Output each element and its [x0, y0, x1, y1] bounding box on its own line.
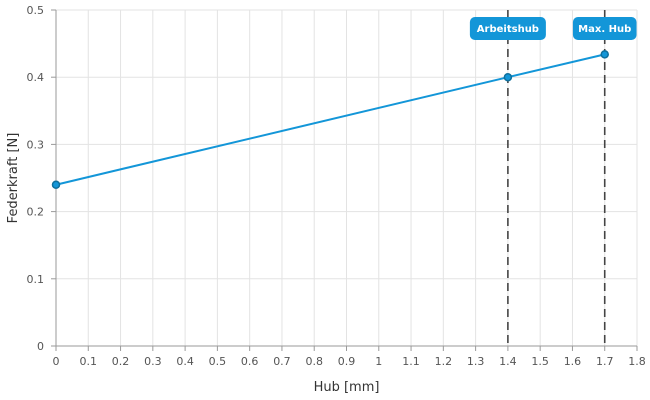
y-tick-label: 0 [37, 340, 44, 353]
x-tick-label: 1.1 [402, 355, 420, 368]
x-tick-label: 1.6 [564, 355, 582, 368]
x-tick-label: 0 [53, 355, 60, 368]
x-tick-label: 1.2 [435, 355, 453, 368]
y-tick-label: 0.5 [27, 4, 45, 17]
marker-badge [469, 17, 546, 40]
data-point [503, 72, 513, 82]
y-tick-label: 0.2 [27, 206, 45, 219]
x-tick-label: 1.5 [531, 355, 549, 368]
y-axis-title: Federkraft [N] [6, 133, 21, 224]
stroke-marker: Arbeitshub [469, 10, 546, 346]
x-tick-label: 0.6 [241, 355, 259, 368]
tick-labels: 0 0.1 0.2 0.3 0.4 0.5 0.6 0.7 0.8 0.9 1 1.1 1.2 1.3 1.… [27, 4, 646, 368]
y-tick-label: 0.1 [27, 273, 45, 286]
x-tick-label: 0.8 [305, 355, 323, 368]
axes [51, 9, 638, 351]
x-tick-label: 1.3 [467, 355, 485, 368]
marker-badge-label: Arbeitshub [477, 24, 539, 35]
x-tick-label: 1.4 [499, 355, 517, 368]
x-tick-label: 0.2 [112, 355, 130, 368]
series [51, 50, 609, 189]
x-tick-label: 1 [375, 355, 382, 368]
x-tick-label: 0.1 [80, 355, 98, 368]
x-tick-label: 0.9 [338, 355, 356, 368]
x-tick-label: 1.7 [596, 355, 614, 368]
data-point [51, 180, 61, 189]
y-tick-label: 0.4 [27, 71, 45, 84]
series-line [55, 53, 605, 186]
data-point [600, 50, 609, 59]
x-axis-title: Hub [mm] [314, 380, 380, 395]
x-tick-label: 0.3 [144, 355, 162, 368]
x-tick-label: 0.5 [209, 355, 227, 368]
x-tick-label: 1.8 [628, 355, 646, 368]
marker-badge-label: Max. Hub [578, 24, 631, 35]
marker-badge [572, 17, 637, 40]
stroke-markers: Arbeitshub Max. Hub [469, 10, 637, 346]
x-tick-label: 0.7 [273, 355, 291, 368]
y-tick-label: 0.3 [27, 138, 45, 151]
x-tick-label: 0.4 [176, 355, 194, 368]
stroke-marker: Max. Hub [572, 10, 637, 346]
grid [56, 9, 638, 346]
